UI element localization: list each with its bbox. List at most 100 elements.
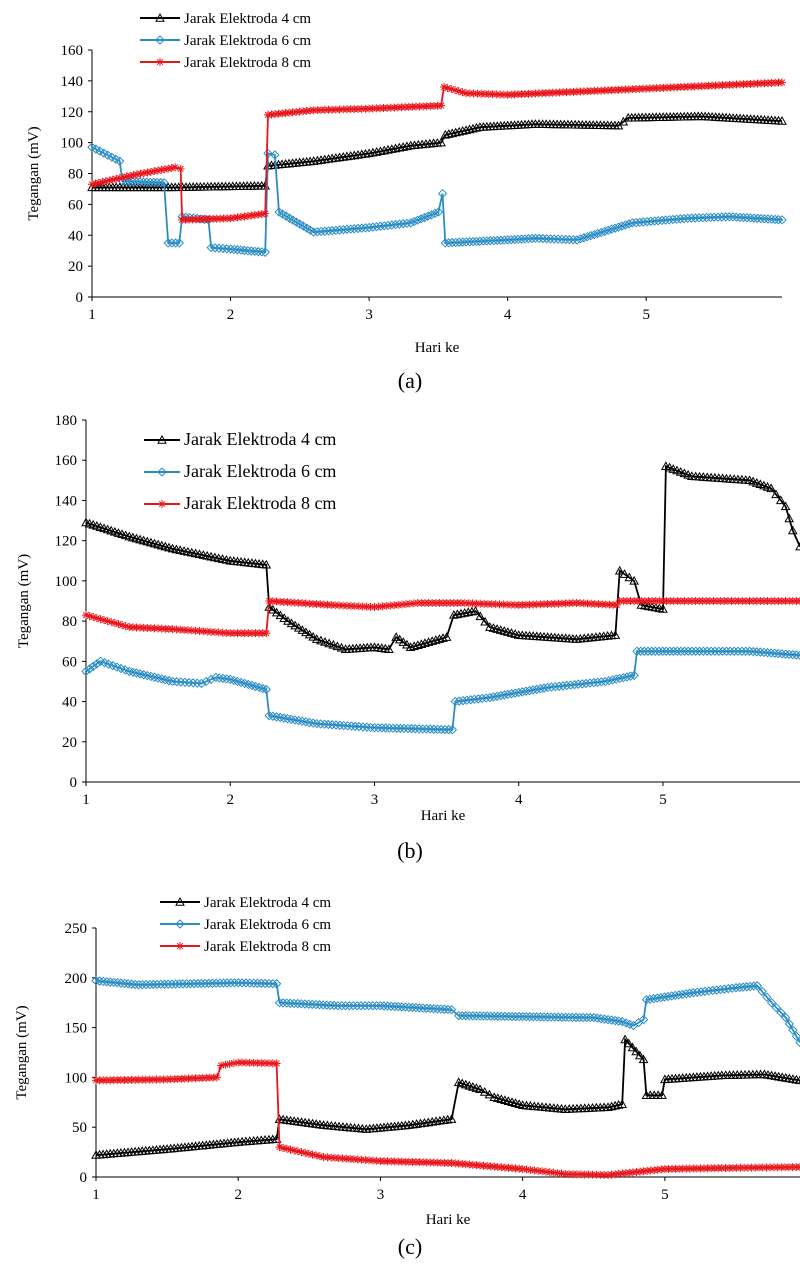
data-point bbox=[157, 674, 167, 684]
data-point bbox=[606, 1101, 617, 1111]
x-axis-title: Hari ke bbox=[426, 1212, 471, 1228]
data-point bbox=[658, 604, 668, 613]
data-point bbox=[436, 137, 447, 147]
data-point bbox=[546, 1012, 556, 1022]
data-point bbox=[763, 214, 773, 224]
data-point bbox=[690, 646, 701, 656]
data-point bbox=[379, 145, 390, 155]
data-point bbox=[159, 178, 169, 188]
data-point bbox=[639, 646, 650, 656]
data-point bbox=[174, 238, 184, 248]
data-point bbox=[671, 214, 682, 224]
y-tick-label: 20 bbox=[68, 259, 83, 275]
data-point bbox=[727, 983, 737, 993]
data-point bbox=[777, 649, 787, 659]
data-point bbox=[631, 217, 641, 228]
data-point bbox=[110, 619, 119, 628]
data-point bbox=[618, 672, 629, 683]
data-point bbox=[160, 675, 171, 685]
data-point bbox=[683, 213, 693, 223]
data-point bbox=[542, 682, 553, 693]
data-point bbox=[282, 714, 293, 724]
data-point bbox=[635, 1050, 645, 1060]
data-point bbox=[178, 979, 188, 989]
data-point bbox=[407, 1002, 418, 1013]
data-point bbox=[246, 246, 257, 256]
data-point bbox=[738, 212, 749, 223]
data-point bbox=[399, 723, 409, 734]
data-point bbox=[432, 1004, 443, 1014]
legend-label: Jarak Elektroda 8 cm bbox=[184, 55, 311, 71]
legend-entry: Jarak Elektroda 4 cm bbox=[140, 11, 311, 27]
data-point bbox=[614, 565, 625, 575]
y-tick-label: 0 bbox=[70, 775, 78, 791]
data-point bbox=[692, 987, 702, 997]
data-point bbox=[373, 723, 383, 733]
series-8cm bbox=[88, 78, 786, 224]
data-point bbox=[402, 639, 412, 649]
data-point bbox=[759, 647, 769, 658]
data-point bbox=[296, 999, 307, 1009]
data-point bbox=[412, 215, 423, 225]
data-point bbox=[784, 1019, 795, 1029]
data-point bbox=[308, 156, 319, 165]
data-point bbox=[417, 724, 428, 734]
data-point bbox=[468, 123, 478, 133]
data-point bbox=[776, 1007, 786, 1018]
data-point bbox=[482, 236, 492, 246]
data-point bbox=[471, 236, 482, 247]
data-point bbox=[180, 677, 190, 688]
data-point bbox=[642, 216, 652, 227]
data-point bbox=[128, 667, 138, 677]
data-point bbox=[138, 670, 149, 680]
data-point bbox=[740, 646, 751, 656]
data-point bbox=[243, 679, 253, 690]
data-point bbox=[297, 716, 307, 726]
data-point bbox=[345, 224, 356, 234]
data-point bbox=[264, 978, 274, 989]
data-point bbox=[133, 170, 142, 179]
data-point bbox=[82, 611, 90, 620]
data-point bbox=[514, 1011, 524, 1022]
data-point bbox=[142, 177, 152, 187]
data-point bbox=[427, 636, 438, 645]
data-point bbox=[81, 666, 91, 677]
data-point bbox=[421, 1003, 432, 1013]
data-point bbox=[705, 212, 716, 223]
data-point bbox=[360, 1000, 370, 1011]
data-point bbox=[412, 640, 423, 649]
data-point bbox=[549, 234, 559, 244]
data-point bbox=[713, 212, 723, 222]
data-point bbox=[115, 174, 124, 183]
data-point bbox=[301, 1148, 310, 1157]
data-point bbox=[368, 147, 378, 157]
legend-entry: Jarak Elektroda 8 cm bbox=[140, 55, 311, 71]
data-point bbox=[247, 680, 257, 691]
data-point bbox=[610, 630, 621, 639]
data-point bbox=[447, 128, 458, 138]
data-point bbox=[625, 671, 636, 681]
data-point bbox=[489, 1011, 499, 1021]
data-point bbox=[336, 642, 347, 652]
x-axis-title: Hari ke bbox=[421, 808, 466, 824]
data-point bbox=[528, 1012, 539, 1022]
data-point bbox=[558, 681, 568, 691]
data-point bbox=[312, 1151, 321, 1160]
data-point bbox=[681, 989, 691, 999]
data-point bbox=[620, 220, 631, 230]
data-point bbox=[360, 223, 371, 233]
data-point bbox=[475, 1011, 485, 1021]
data-point bbox=[523, 234, 534, 244]
data-point bbox=[119, 173, 128, 182]
data-point bbox=[784, 649, 794, 660]
data-point bbox=[592, 1013, 603, 1023]
data-point bbox=[272, 1059, 281, 1068]
data-point bbox=[282, 998, 292, 1008]
legend-entry: Jarak Elektroda 6 cm bbox=[144, 461, 336, 481]
data-point bbox=[214, 673, 225, 683]
data-point bbox=[459, 608, 470, 617]
data-point bbox=[755, 647, 766, 657]
chart-panel-b: 0 20 40 60 80 100 120 140 160 180 1 2 3 4 5 Hari ke Tega… bbox=[16, 413, 800, 863]
x-tick-label: 4 bbox=[515, 792, 523, 808]
data-point bbox=[685, 988, 695, 998]
